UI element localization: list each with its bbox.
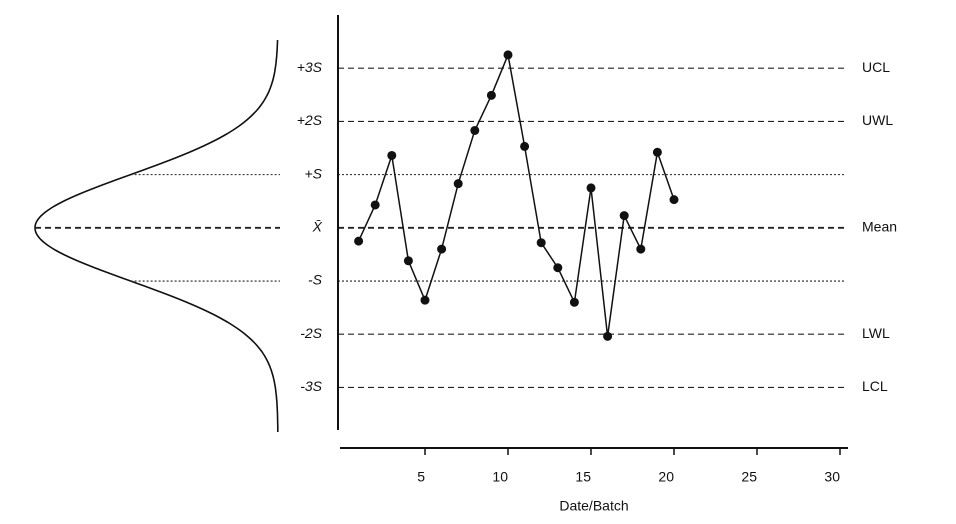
y-tick-label: -S — [308, 272, 323, 288]
data-point — [354, 236, 364, 246]
data-point — [636, 244, 646, 254]
x-tick-label: 30 — [824, 469, 840, 485]
data-point — [569, 297, 579, 307]
data-point — [536, 238, 546, 248]
limit-label: Mean — [862, 219, 897, 235]
data-point — [586, 183, 596, 193]
data-point — [470, 125, 480, 135]
x-tick-label: 20 — [658, 469, 674, 485]
data-line — [357, 52, 675, 337]
data-point — [403, 256, 413, 266]
y-tick-label: +S — [304, 165, 322, 181]
limit-label: LCL — [862, 378, 888, 394]
limit-label: LWL — [862, 325, 890, 341]
data-point — [652, 147, 662, 157]
y-tick-label: +2S — [297, 112, 323, 128]
data-point — [420, 295, 430, 305]
data-point — [520, 141, 530, 151]
data-point — [553, 263, 563, 273]
data-point — [669, 195, 679, 205]
data-point — [503, 50, 513, 60]
data-point — [603, 331, 613, 341]
y-tick-label: -2S — [300, 325, 322, 341]
data-point — [387, 150, 397, 160]
limit-label: UCL — [862, 59, 890, 75]
y-tick-label: -3S — [300, 378, 322, 394]
data-point — [437, 244, 447, 254]
data-point — [370, 200, 380, 210]
y-tick-label: +3S — [297, 59, 323, 75]
data-point — [619, 211, 629, 221]
limit-label: UWL — [862, 112, 893, 128]
x-tick-label: 15 — [575, 469, 591, 485]
data-point — [453, 179, 463, 189]
x-tick-label: 5 — [417, 469, 425, 485]
normal-curve — [34, 40, 279, 432]
x-axis-label: Date/Batch — [559, 498, 628, 514]
x-tick-label: 25 — [741, 469, 757, 485]
y-tick-label: X̄ — [312, 219, 323, 235]
x-tick-label: 10 — [492, 469, 508, 485]
data-point — [486, 90, 496, 100]
